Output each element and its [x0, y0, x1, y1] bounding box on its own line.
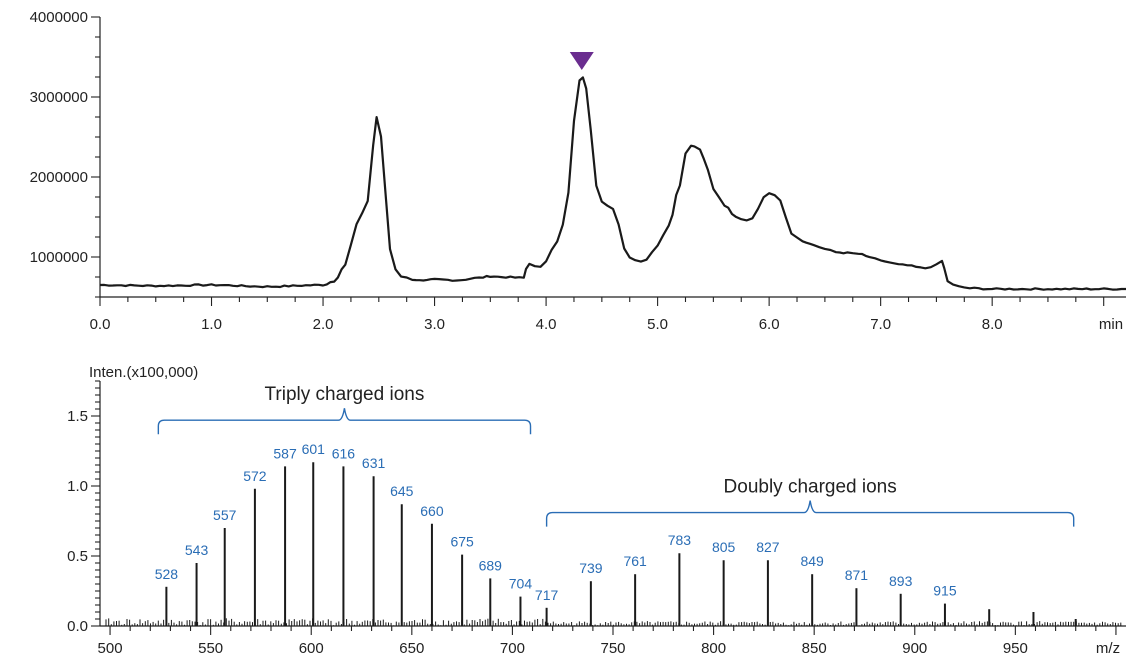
chromatogram-y-tick-label: 2000000 [30, 169, 88, 186]
peak-label-783: 783 [668, 532, 692, 548]
spectrum-noise [105, 618, 1122, 626]
chromatogram-x-tick-label: 0.0 [90, 316, 111, 333]
spectrum-x-unit: m/z [1096, 640, 1120, 657]
peak-label-572: 572 [243, 468, 267, 484]
chromatogram-y-tick-label: 3000000 [30, 89, 88, 106]
peak-label-704: 704 [509, 576, 533, 592]
peak-label-675: 675 [450, 534, 474, 550]
peak-label-557: 557 [213, 507, 237, 523]
chromatogram-x-unit: min [1099, 316, 1123, 333]
peak-label-739: 739 [579, 560, 603, 576]
peak-label-915: 915 [933, 583, 957, 599]
peak-label-893: 893 [889, 573, 913, 589]
chromatogram-x-tick-label: 6.0 [759, 316, 780, 333]
spectrum-ticks: 0.0 0.5 1.0 1.5 500 550 600 650 700 750 800 850 900 9… [67, 380, 1117, 657]
spectrum-y-tick-label: 0.0 [67, 618, 88, 635]
spectrum-x-tick-label: 900 [902, 640, 927, 657]
mass-spectrum-chart: 0.0 0.5 1.0 1.5 500 550 600 650 700 750 800 850 900 9… [67, 364, 1126, 657]
spectrum-y-tick-label: 1.0 [67, 478, 88, 495]
peak-label-543: 543 [185, 542, 209, 558]
peak-label-717: 717 [535, 587, 559, 603]
spectrum-x-tick-label: 800 [701, 640, 726, 657]
chromatogram-chart: 1000000 2000000 3000000 4000000 0.0 1.0 2.0 3.0… [30, 9, 1126, 333]
chromatogram-trace [99, 76, 1126, 291]
spectrum-x-tick-label: 550 [198, 640, 223, 657]
peak-label-805: 805 [712, 539, 736, 555]
bracket-triply-charged [157, 408, 532, 435]
chromatogram-x-tick-label: 5.0 [647, 316, 668, 333]
chromatogram-x-tick-label: 1.0 [201, 316, 222, 333]
peak-label-616: 616 [332, 445, 356, 461]
bracket-label-triply-charged: Triply charged ions [265, 384, 425, 405]
chromatogram-x-tick-label: 3.0 [424, 316, 445, 333]
chromatogram-y-tick-label: 1000000 [30, 249, 88, 266]
peak-label-631: 631 [362, 455, 386, 471]
spectrum-x-tick-label: 700 [500, 640, 525, 657]
spectrum-x-tick-label: 950 [1003, 640, 1028, 657]
peak-label-587: 587 [273, 445, 297, 461]
spectrum-x-tick-label: 600 [299, 640, 324, 657]
peak-label-645: 645 [390, 483, 414, 499]
peak-label-528: 528 [155, 566, 179, 582]
charge-state-brackets: Triply charged ions Doubly charged ions [157, 384, 1075, 527]
spectrum-x-tick-label: 750 [600, 640, 625, 657]
chromatogram-x-tick-label: 4.0 [536, 316, 557, 333]
spectrum-axes [99, 381, 1126, 627]
bracket-doubly-charged [545, 500, 1075, 527]
peak-label-601: 601 [302, 441, 326, 457]
spectrum-y-tick-label: 0.5 [67, 548, 88, 565]
chromatogram-y-tick-label: 4000000 [30, 9, 88, 26]
peak-marker-icon [569, 52, 594, 70]
spectrum-x-tick-label: 850 [802, 640, 827, 657]
peak-label-761: 761 [623, 553, 647, 569]
chromatogram-axes [99, 17, 1126, 298]
peak-label-660: 660 [420, 503, 444, 519]
peak-label-689: 689 [479, 557, 503, 573]
spectrum-x-tick-label: 500 [98, 640, 123, 657]
chromatogram-x-tick-label: 2.0 [313, 316, 334, 333]
bracket-label-doubly-charged: Doubly charged ions [724, 477, 897, 498]
peak-label-827: 827 [756, 539, 780, 555]
peak-label-849: 849 [800, 553, 824, 569]
peak-label-871: 871 [845, 567, 869, 583]
chromatogram-x-tick-label: 7.0 [870, 316, 891, 333]
chromatogram-x-tick-label: 8.0 [982, 316, 1003, 333]
spectrum-x-tick-label: 650 [399, 640, 424, 657]
spectrum-y-axis-title: Inten.(x100,000) [89, 364, 198, 381]
chromatogram-ticks: 1000000 2000000 3000000 4000000 0.0 1.0 2.0 3.0… [30, 9, 1105, 333]
spectrum-y-tick-label: 1.5 [67, 408, 88, 425]
